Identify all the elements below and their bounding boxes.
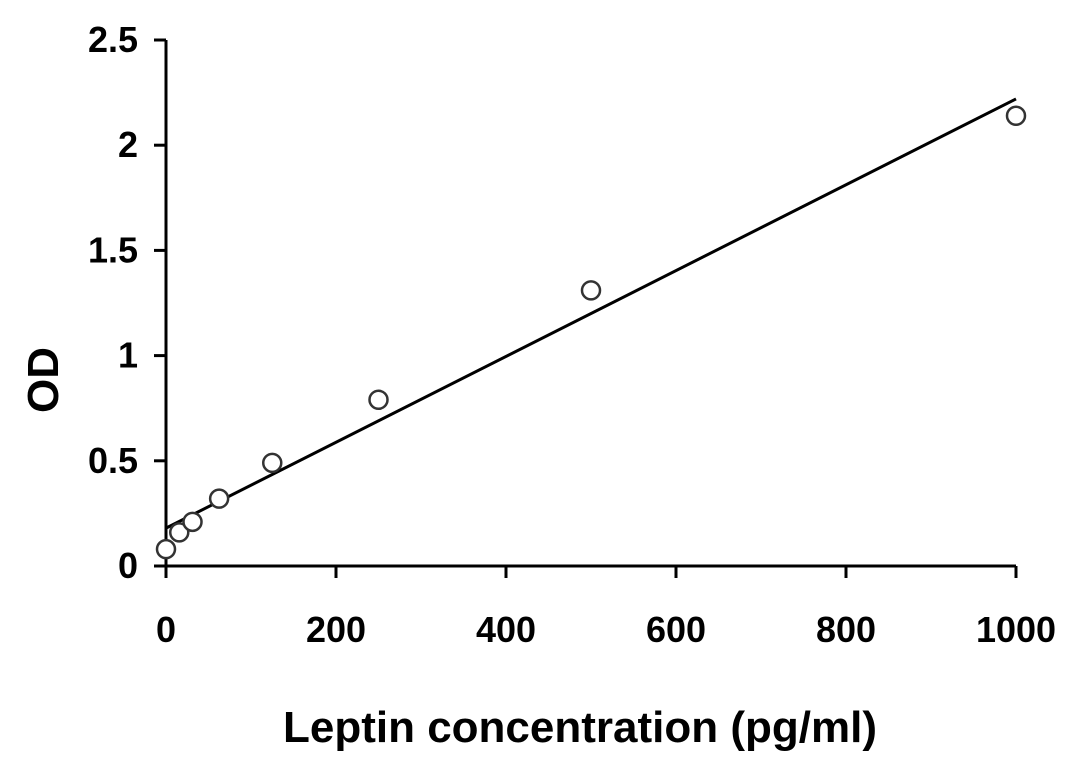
y-tick-label: 1 <box>118 335 138 376</box>
x-tick-label: 1000 <box>976 609 1056 650</box>
data-point <box>262 452 283 474</box>
x-tick-label: 200 <box>306 609 366 650</box>
x-tick-label: 400 <box>476 609 536 650</box>
data-point <box>182 511 203 533</box>
y-axis-title: OD <box>19 347 68 413</box>
x-axis: 0 200 400 600 800 1000 <box>156 564 1056 650</box>
data-points <box>155 105 1027 560</box>
x-axis-title: Leptin concentration (pg/ml) <box>283 703 877 752</box>
y-tick-label: 0.5 <box>88 440 138 481</box>
data-point <box>208 488 230 509</box>
x-tick-label: 600 <box>646 609 706 650</box>
data-point <box>580 280 602 301</box>
x-tick-label: 800 <box>816 609 876 650</box>
trendline <box>165 97 1017 530</box>
data-point <box>1005 105 1027 126</box>
data-point <box>169 522 190 543</box>
y-tick-label: 1.5 <box>88 229 138 270</box>
y-tick-label: 2.5 <box>88 19 138 60</box>
x-tick-label: 0 <box>156 609 176 650</box>
x-ticks: 0 200 400 600 800 1000 <box>156 566 1056 650</box>
y-axis: 0 0.5 1 1.5 2 2.5 <box>88 19 168 586</box>
data-point <box>155 538 177 560</box>
linear-trendline <box>165 97 1017 530</box>
data-point <box>368 389 389 411</box>
y-ticks: 0 0.5 1 1.5 2 2.5 <box>88 19 166 586</box>
y-tick-label: 2 <box>118 124 138 165</box>
y-tick-label: 0 <box>118 545 138 586</box>
